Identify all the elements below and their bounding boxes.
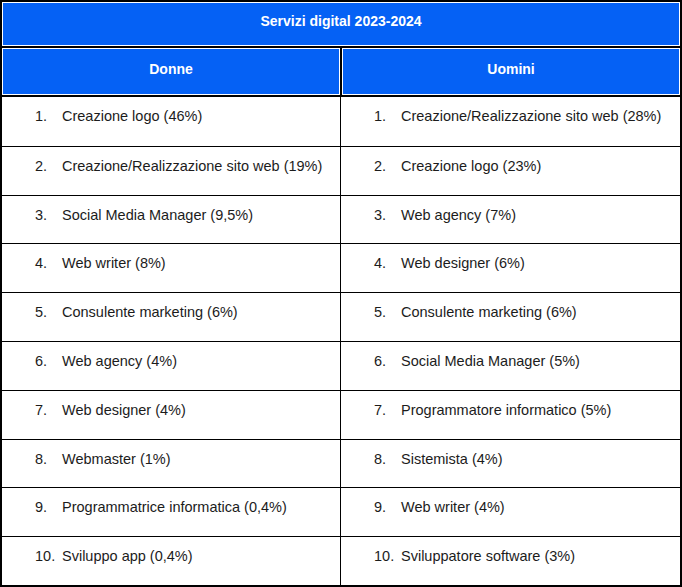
table-cell: 3.Social Media Manager (9,5%) [2,195,341,244]
item-number: 9. [374,499,401,515]
column-header-donne: Donne [3,49,339,94]
table-cell: 9.Web writer (4%) [341,487,680,536]
table-cell: 6.Social Media Manager (5%) [341,341,680,390]
table-cell: 5.Consulente marketing (6%) [2,292,341,341]
item-number: 6. [374,353,401,369]
item-number: 4. [35,255,62,271]
item-number: 5. [35,304,62,320]
column-header-row: Donne Uomini [2,48,680,97]
column-header-cell-donne: Donne [2,48,342,95]
item-number: 9. [35,499,62,515]
item-number: 5. [374,304,401,320]
table-body: 1.Creazione logo (46%) 1.Creazione/Reali… [2,97,680,585]
item-label: Social Media Manager (5%) [401,353,580,369]
item-number: 1. [35,108,62,124]
column-header-uomini: Uomini [343,49,679,94]
item-label: Webmaster (1%) [62,451,171,467]
item-label: Programmatrice informatica (0,4%) [62,499,287,515]
table-cell: 8.Webmaster (1%) [2,439,341,488]
item-label: Web writer (8%) [62,255,166,271]
item-number: 8. [35,451,62,467]
item-label: Programmatore informatico (5%) [401,402,611,418]
item-number: 4. [374,255,401,271]
services-table: Servizi digital 2023-2024 Donne Uomini 1… [0,0,682,587]
table-cell: 7.Web designer (4%) [2,390,341,439]
table-cell: 4.Web designer (6%) [341,243,680,292]
item-label: Creazione/Realizzazione sito web (19%) [62,158,322,174]
item-label: Creazione logo (23%) [401,158,541,174]
item-label: Web designer (6%) [401,255,525,271]
item-label: Web agency (7%) [401,207,516,223]
item-label: Consulente marketing (6%) [62,304,238,320]
table-title-band: Servizi digital 2023-2024 [2,2,680,48]
table-cell: 7.Programmatore informatico (5%) [341,390,680,439]
item-label: Sviluppo app (0,4%) [62,548,193,564]
table-cell: 10.Sviluppo app (0,4%) [2,536,341,585]
item-number: 7. [374,402,401,418]
table-cell: 9.Programmatrice informatica (0,4%) [2,487,341,536]
item-number: 2. [374,158,401,174]
column-header-cell-uomini: Uomini [342,48,680,95]
item-label: Social Media Manager (9,5%) [62,207,253,223]
table-cell: 10.Sviluppatore software (3%) [341,536,680,585]
table-cell: 4.Web writer (8%) [2,243,341,292]
item-label: Consulente marketing (6%) [401,304,577,320]
item-label: Web writer (4%) [401,499,505,515]
item-number: 10. [374,548,401,564]
item-number: 10. [35,548,62,564]
table-cell: 1.Creazione logo (46%) [2,97,341,146]
item-number: 3. [374,207,401,223]
item-number: 8. [374,451,401,467]
table-cell: 5.Consulente marketing (6%) [341,292,680,341]
item-number: 1. [374,108,401,124]
table-title: Servizi digital 2023-2024 [3,3,679,45]
table-cell: 3.Web agency (7%) [341,195,680,244]
item-label: Web designer (4%) [62,402,186,418]
table-cell: 2.Creazione/Realizzazione sito web (19%) [2,146,341,195]
item-number: 3. [35,207,62,223]
table-cell: 6.Web agency (4%) [2,341,341,390]
item-number: 6. [35,353,62,369]
item-label: Sviluppatore software (3%) [401,548,575,564]
table-cell: 2.Creazione logo (23%) [341,146,680,195]
item-label: Web agency (4%) [62,353,177,369]
table-cell: 8.Sistemista (4%) [341,439,680,488]
item-label: Creazione/Realizzazione sito web (28%) [401,108,661,124]
item-number: 2. [35,158,62,174]
item-number: 7. [35,402,62,418]
item-label: Creazione logo (46%) [62,108,202,124]
table-cell: 1.Creazione/Realizzazione sito web (28%) [341,97,680,146]
item-label: Sistemista (4%) [401,451,503,467]
